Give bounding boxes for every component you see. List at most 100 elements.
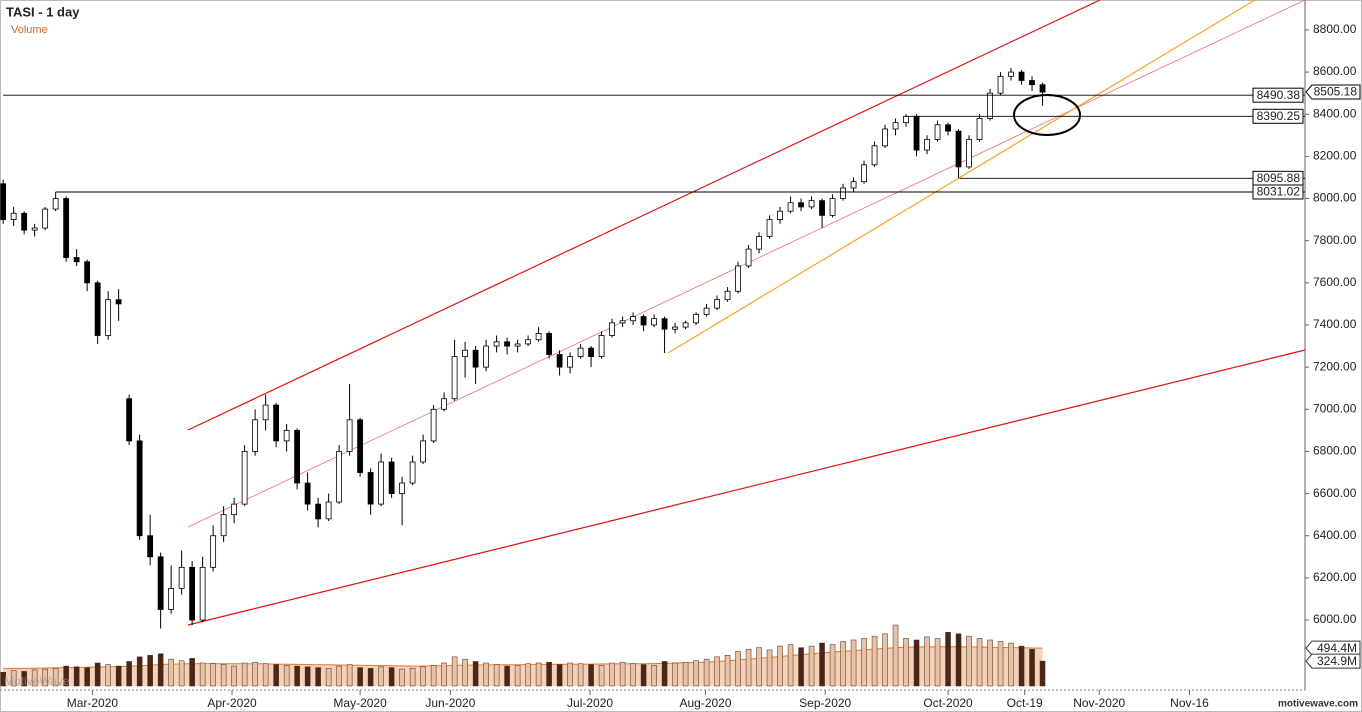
volume-bar [42,668,48,687]
y-tick-label: 6800.00 [1313,444,1357,458]
volume-bar [252,661,258,687]
candle-body [567,356,573,368]
candle-body [336,451,343,503]
candle-body [241,451,248,505]
volume-bar [987,639,993,687]
volume-bar [724,655,731,687]
volume-bar [787,644,794,687]
candle-body [399,482,406,494]
y-tick-label: 8200.00 [1313,149,1357,163]
watermark: MotiveWave [4,674,70,688]
level-label-box [1252,108,1304,124]
candle-body [546,333,552,355]
volume-bar [241,662,248,687]
candle-body [94,282,101,336]
candle-body [976,118,983,140]
candle-body [714,299,720,309]
volume-bar [756,647,762,687]
volume-bar [441,662,447,687]
marks [0,67,1046,687]
volume-bar [735,651,741,687]
candle-body [577,347,584,357]
candle-body [294,429,301,484]
volume-bar [367,668,374,687]
channel-lower [187,349,1305,626]
candle-body [220,514,227,537]
candle-body [1018,71,1025,81]
volume-bar [325,668,332,687]
candle-body [210,535,217,568]
volume-bar [168,658,174,687]
candle-body [378,461,385,505]
candle-body [420,440,427,463]
volume-bar [220,664,227,687]
candle-body [199,566,206,621]
volume-bar [913,639,920,687]
candle-body [892,122,899,130]
volume-bar [136,656,143,687]
volume-bar [1029,648,1035,687]
candle-body [840,187,846,199]
candle-body [147,535,154,558]
x-tick-label: Jun-2020 [425,696,475,710]
x-tick-label: Aug-2020 [679,696,731,710]
trendlines [187,0,1305,626]
candle-body [262,404,269,421]
volume-bar [546,661,552,687]
y-tick-label: 8600.00 [1313,64,1357,78]
y-tick-label: 8400.00 [1313,106,1357,120]
volume-bar [630,663,636,687]
candle-body [819,200,825,216]
x-tick-label: Jul-2020 [567,696,613,710]
y-tick-label: 6000.00 [1313,612,1357,626]
volume-bar [525,663,531,687]
candle-body [136,440,143,537]
volume-bar [231,665,237,687]
volume-bar [420,666,426,687]
candle-body [777,210,783,221]
volume-last-box [1305,653,1361,669]
volume-bar [1018,645,1025,687]
candle-body [0,183,7,221]
volume-bar [997,641,1004,687]
candle-body [609,322,615,336]
y-tick-label: 8000.00 [1313,191,1357,205]
volume-bar [672,662,678,687]
candle-body [955,130,962,168]
candle-body [462,349,468,357]
volume-bar [693,660,699,687]
candle-body [388,461,395,494]
volume-bar [63,665,69,687]
volume-bar [766,649,773,687]
candle-body [472,349,479,368]
volume-bar [934,638,941,687]
candle-body [63,198,70,258]
volume-bar [189,658,195,687]
candle-body [525,339,531,345]
candle-body [283,429,290,442]
candle-body [346,419,353,452]
candle-body [304,482,311,505]
volume-bar [147,655,153,687]
volume-bar [777,645,783,687]
volume-bar [840,641,846,687]
volume-bar [199,662,206,687]
candle-body [924,139,930,151]
level-label: 8490.38 [1257,88,1301,102]
candle-body [619,320,626,324]
volume-bar [346,664,353,687]
volume-bar [871,635,878,687]
volume-bar [703,658,710,687]
volume-bar [126,661,132,687]
volume-bar [798,647,804,687]
y-tick-label: 7800.00 [1313,233,1357,247]
volume-title: Volume [11,24,48,36]
volume-bar [73,666,80,687]
volume-bar [336,665,342,687]
volume-bar [294,665,300,687]
volume-bar [619,661,626,687]
chart-title: TASI - 1 day [6,4,80,19]
orange-trendline [667,0,1256,354]
x-tick-label: Nov-2020 [1073,696,1125,710]
candle-body [630,316,636,322]
